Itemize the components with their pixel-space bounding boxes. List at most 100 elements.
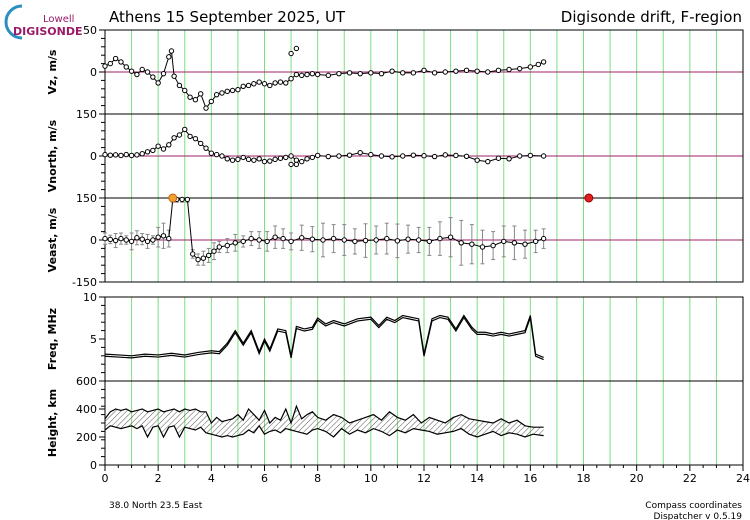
y-tick-label: 200: [76, 431, 97, 444]
data-point: [410, 70, 417, 76]
data-point: [346, 70, 353, 76]
data-point: [431, 153, 438, 160]
data-point: [453, 68, 459, 74]
data-point: [283, 154, 289, 161]
y-tick-label: 50: [83, 24, 97, 37]
data-point: [224, 242, 230, 249]
data-point: [166, 54, 172, 60]
data-point: [213, 151, 220, 158]
data-point: [182, 87, 188, 94]
data-point: [107, 60, 114, 67]
data-point: [123, 237, 129, 243]
data-point: [540, 59, 547, 65]
data-point: [309, 70, 316, 77]
panel-freq: 5 10 Freq, MHz: [46, 291, 744, 382]
data-point: [144, 69, 151, 75]
data-point: [144, 238, 151, 245]
data-point: [421, 153, 427, 159]
coordinate-system-label: Compass coordinates: [645, 501, 742, 511]
x-tick-label: 2: [155, 472, 162, 485]
station-location: 38.0 North 23.5 East: [109, 501, 203, 511]
data-point: [490, 242, 496, 249]
series-line: [104, 198, 544, 261]
x-tick-label: 18: [577, 472, 591, 485]
data-point: [320, 237, 326, 243]
data-point: [485, 158, 491, 165]
data-point: [166, 142, 172, 148]
data-point: [128, 68, 135, 74]
data-point: [182, 126, 188, 133]
data-point: [517, 65, 523, 72]
data-point: [144, 149, 151, 155]
data-point: [437, 235, 443, 242]
data-point: [235, 156, 241, 163]
y-tick-label: 5: [90, 333, 97, 346]
data-point: [118, 235, 124, 242]
height-band-top: [104, 404, 544, 428]
series-line-upper: [104, 314, 544, 359]
data-point: [216, 244, 223, 250]
data-point: [261, 158, 268, 165]
data-point: [506, 66, 512, 73]
data-point: [166, 235, 172, 242]
data-point: [160, 146, 167, 152]
data-point: [224, 156, 230, 162]
y-tick-label: -150: [72, 276, 97, 289]
data-point: [102, 151, 108, 158]
data-point: [112, 237, 119, 244]
data-point: [171, 135, 177, 141]
data-point: [535, 61, 542, 68]
data-point: [195, 256, 201, 263]
data-point: [190, 251, 196, 257]
data-point: [245, 82, 252, 89]
data-point: [187, 133, 193, 140]
data-point: [235, 86, 241, 93]
data-point: [330, 235, 337, 242]
data-point: [203, 105, 209, 111]
data-point: [299, 72, 305, 79]
panel-height: 0 200 400 600 Height, km: [46, 375, 744, 472]
sunrise-icon: [168, 193, 178, 203]
data-point: [198, 91, 204, 97]
y-tick-label: 600: [76, 375, 97, 388]
data-point: [211, 248, 217, 254]
data-point: [205, 252, 212, 259]
data-point: [160, 70, 167, 77]
data-point: [256, 156, 262, 162]
data-point: [171, 73, 177, 79]
data-point: [240, 83, 246, 89]
data-point: [155, 143, 161, 149]
data-point: [102, 63, 108, 69]
data-point: [150, 74, 156, 80]
y-axis-label: Vnorth, m/s: [46, 119, 59, 192]
data-point: [378, 70, 385, 77]
x-tick-label: 20: [630, 472, 644, 485]
data-point: [168, 48, 175, 54]
y-axis-label: Height, km: [46, 389, 59, 457]
panel-vnorth: 0 150 Vnorth, m/s: [46, 108, 744, 199]
data-point: [232, 240, 238, 246]
data-point: [540, 153, 547, 159]
data-point: [272, 156, 278, 163]
x-tick-label: 24: [736, 472, 750, 485]
panel-veast: -150 0 150 Veast, m/s: [46, 192, 744, 289]
data-point: [251, 157, 257, 163]
panel-vz: 0 50 Vz, m/s: [46, 24, 744, 115]
y-tick-label: 150: [76, 108, 97, 121]
data-point: [123, 151, 129, 158]
x-tick-label: 0: [102, 472, 109, 485]
data-point: [150, 237, 156, 243]
data-point: [304, 156, 310, 162]
data-point: [314, 71, 321, 78]
series-line: [104, 49, 544, 110]
data-point: [280, 235, 286, 242]
logo-big-text: DIGISONDE: [13, 25, 82, 38]
data-point: [198, 140, 204, 147]
data-point: [540, 235, 547, 242]
data-point: [522, 241, 528, 247]
y-axis-label: Veast, m/s: [46, 207, 59, 272]
data-point: [139, 236, 145, 242]
data-point: [150, 147, 156, 154]
data-point: [506, 156, 512, 162]
